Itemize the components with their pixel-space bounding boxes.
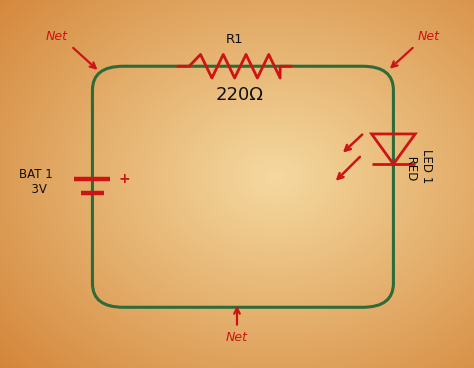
- Text: Net: Net: [226, 331, 248, 344]
- Text: 220Ω: 220Ω: [215, 86, 264, 105]
- Text: Net: Net: [418, 29, 440, 43]
- Text: R1: R1: [226, 33, 244, 46]
- Text: +: +: [119, 172, 131, 186]
- Text: LED 1
 RED: LED 1 RED: [405, 149, 434, 183]
- Text: BAT 1
  3V: BAT 1 3V: [18, 168, 53, 196]
- Text: Net: Net: [46, 29, 68, 43]
